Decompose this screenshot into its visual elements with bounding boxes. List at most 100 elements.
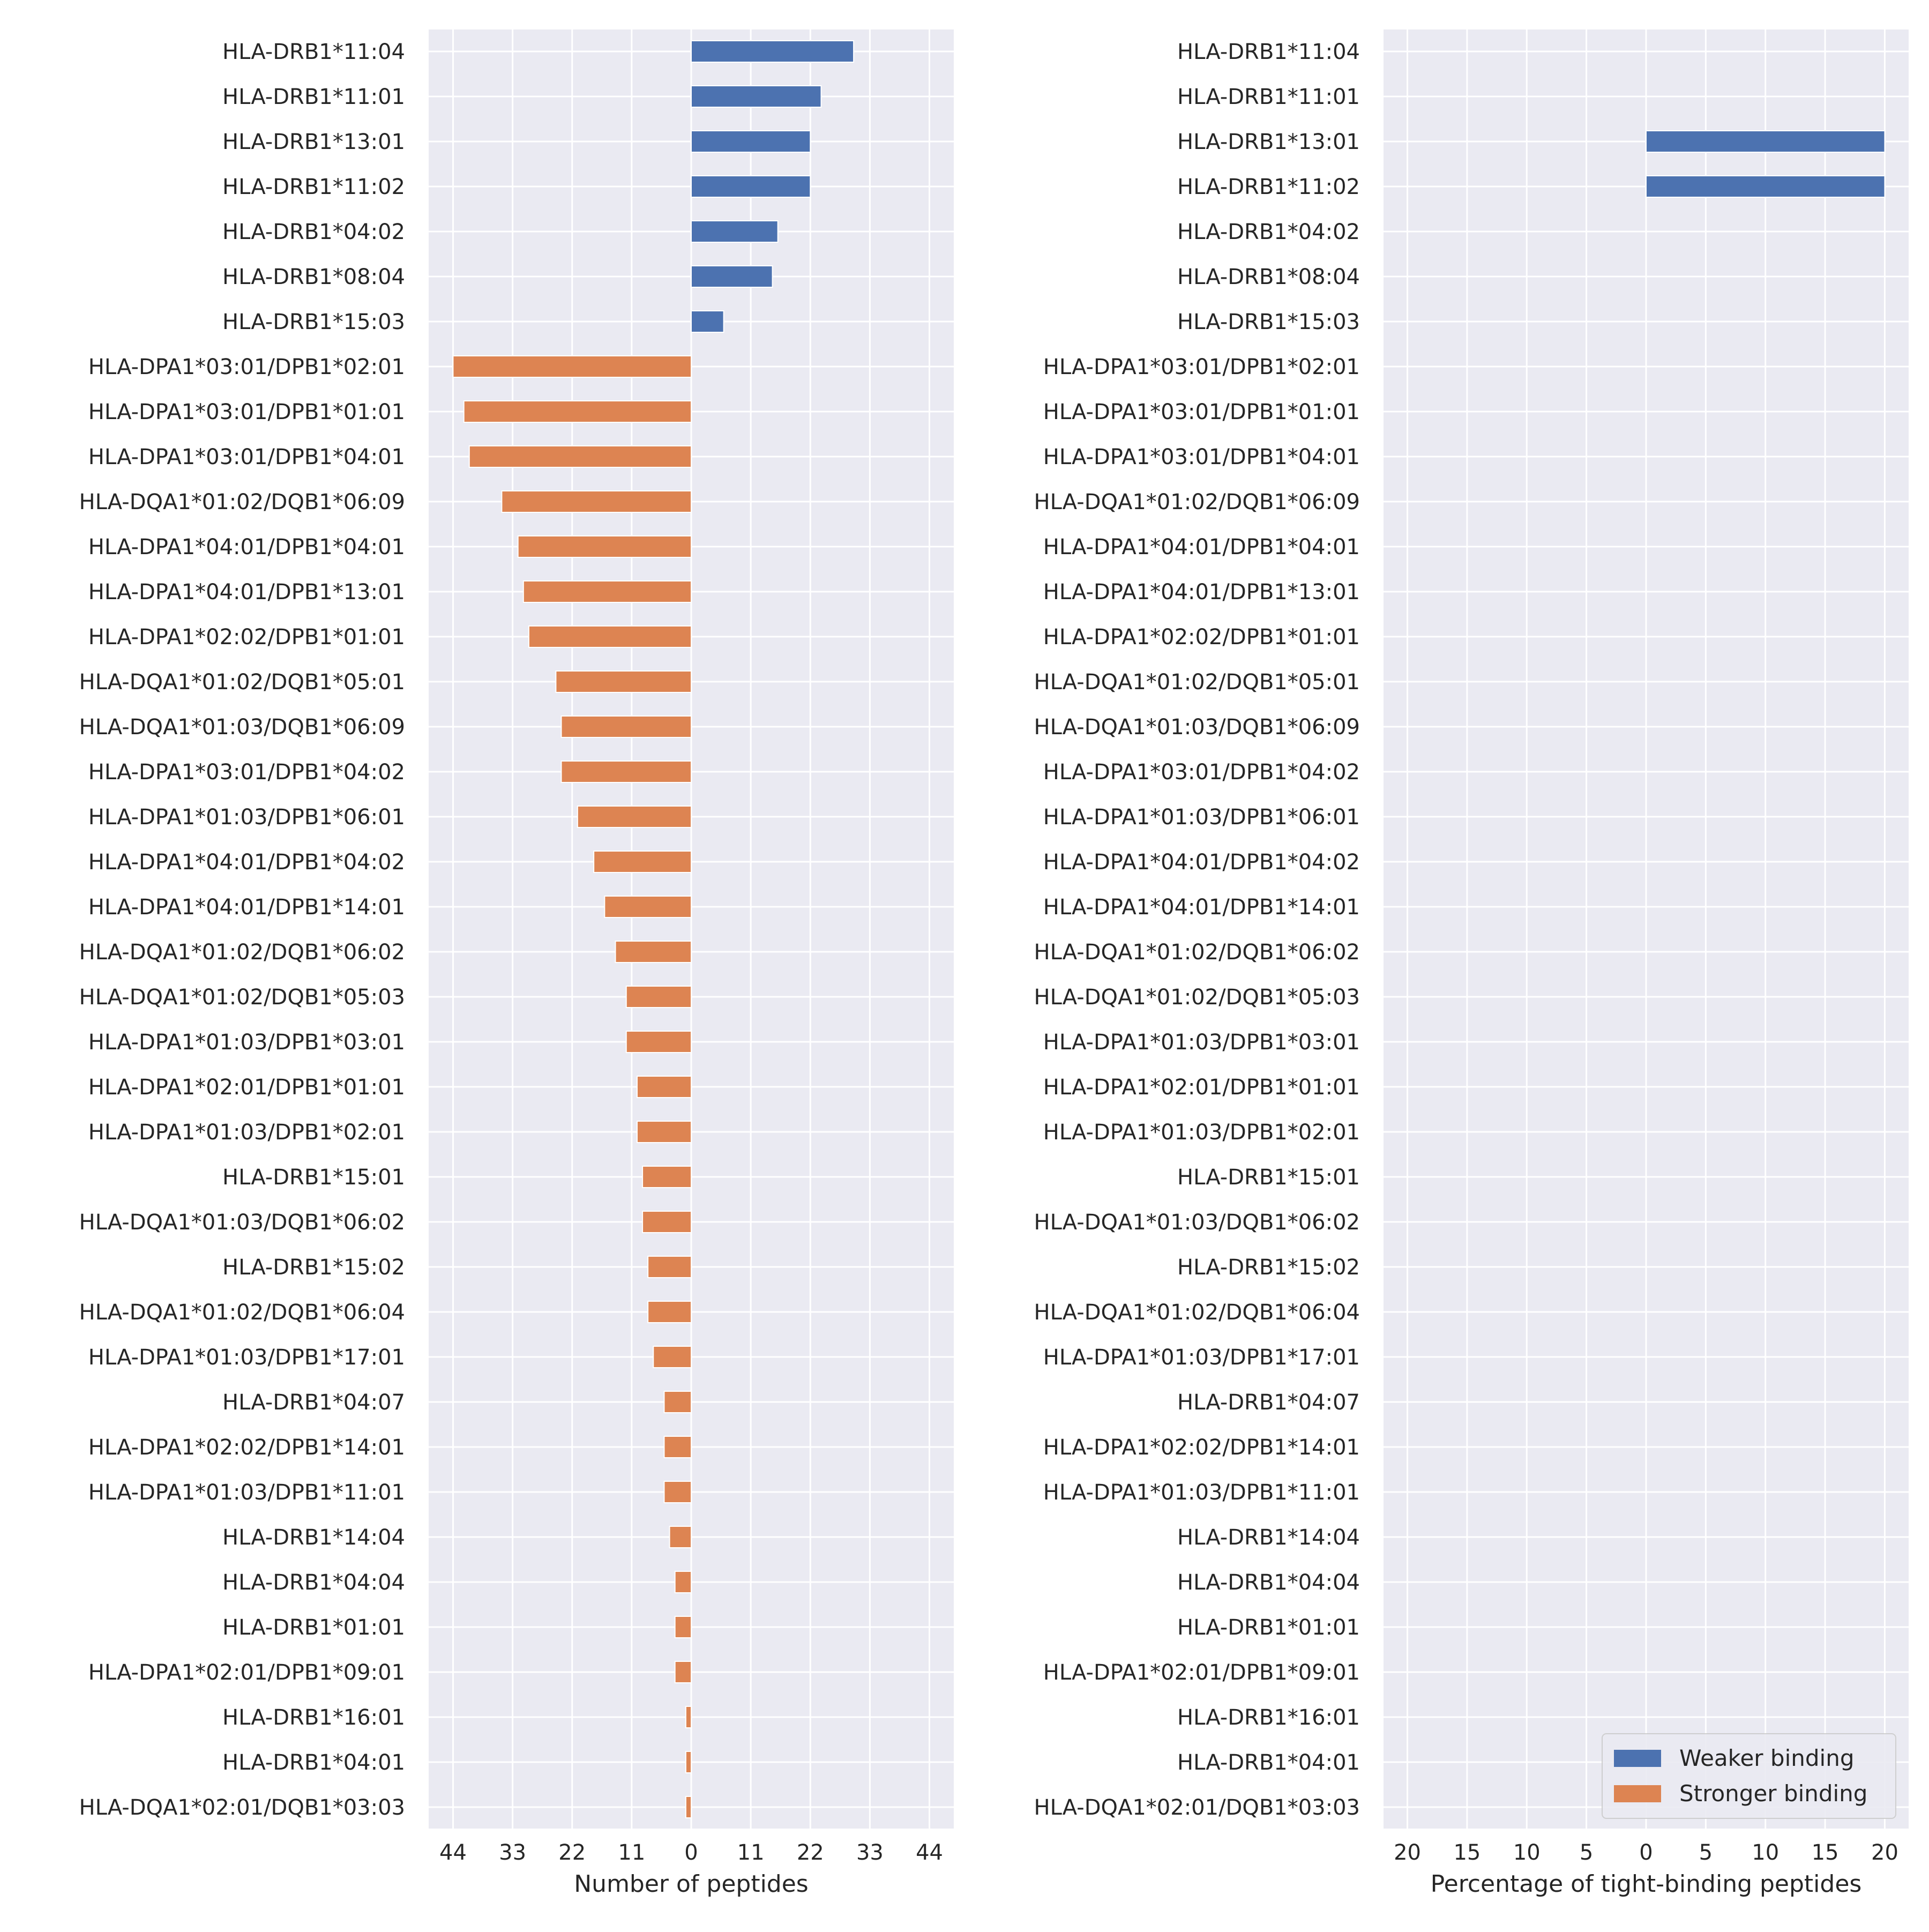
left-bar-stronger	[604, 896, 692, 918]
right-y-tick-label: HLA-DPA1*03:01/DPB1*01:01	[1043, 400, 1360, 424]
right-y-tick-label: HLA-DRB1*13:01	[1177, 130, 1360, 154]
left-y-tick-label: HLA-DPA1*01:03/DPB1*17:01	[88, 1345, 405, 1370]
left-bar-stronger	[560, 715, 692, 738]
left-y-tick-label: HLA-DPA1*01:03/DPB1*11:01	[88, 1480, 405, 1505]
left-y-tick-label: HLA-DRB1*11:02	[222, 175, 405, 199]
left-y-tick-label: HLA-DPA1*04:01/DPB1*14:01	[88, 895, 405, 920]
left-y-tick-label: HLA-DRB1*16:01	[222, 1705, 405, 1730]
legend-frame	[1602, 1733, 1896, 1819]
left-bar-weaker	[691, 220, 779, 243]
left-bar-stronger	[625, 1031, 692, 1053]
left-y-tick-label: HLA-DQA1*01:03/DQB1*06:02	[79, 1210, 406, 1235]
left-bar-stronger	[463, 400, 692, 423]
left-x-tick-label: 33	[856, 1840, 884, 1865]
right-y-tick-label: HLA-DRB1*15:03	[1177, 310, 1360, 334]
left-x-tick-label: 44	[439, 1840, 467, 1865]
left-y-tick-label: HLA-DQA1*01:02/DQB1*06:02	[79, 940, 406, 965]
right-y-tick-label: HLA-DRB1*14:04	[1177, 1525, 1360, 1550]
left-y-tick-label: HLA-DPA1*02:01/DPB1*01:01	[88, 1075, 405, 1100]
right-x-tick-label: 15	[1453, 1840, 1481, 1865]
left-bar-stronger	[522, 580, 692, 603]
right-y-tick-label: HLA-DPA1*02:02/DPB1*01:01	[1043, 625, 1360, 650]
left-y-tick-label: HLA-DQA1*01:02/DQB1*05:01	[79, 670, 406, 695]
left-y-tick-label: HLA-DQA1*01:02/DQB1*05:03	[79, 985, 406, 1010]
left-y-tick-label: HLA-DRB1*15:03	[222, 310, 405, 334]
left-bar-stronger	[517, 535, 692, 558]
left-bar-stronger	[555, 670, 692, 693]
left-bar-stronger	[653, 1346, 692, 1368]
right-y-tick-label: HLA-DPA1*03:01/DPB1*04:02	[1043, 760, 1360, 785]
right-y-tick-label: HLA-DRB1*04:07	[1177, 1390, 1360, 1415]
left-bar-stronger	[501, 490, 692, 513]
left-x-tick-label: 0	[684, 1840, 698, 1865]
left-bar-stronger	[674, 1571, 692, 1593]
right-y-tick-label: HLA-DRB1*11:04	[1177, 40, 1360, 64]
right-y-tick-label: HLA-DPA1*01:03/DPB1*11:01	[1043, 1480, 1360, 1505]
right-bar-weaker	[1646, 130, 1886, 153]
right-x-tick-label: 0	[1639, 1840, 1653, 1865]
left-bar-stronger	[647, 1301, 692, 1323]
left-y-tick-label: HLA-DPA1*04:01/DPB1*13:01	[88, 580, 405, 605]
left-y-tick-label: HLA-DQA1*02:01/DQB1*03:03	[79, 1795, 406, 1820]
right-x-tick-label: 5	[1699, 1840, 1713, 1865]
left-bar-stronger	[577, 805, 692, 828]
left-bar-stronger	[669, 1526, 692, 1548]
left-y-tick-label: HLA-DPA1*04:01/DPB1*04:02	[88, 850, 405, 875]
left-y-tick-label: HLA-DPA1*03:01/DPB1*04:02	[88, 760, 405, 785]
legend-swatch-weaker	[1614, 1750, 1661, 1767]
left-x-tick-label: 33	[499, 1840, 526, 1865]
left-y-tick-label: HLA-DPA1*03:01/DPB1*04:01	[88, 445, 405, 469]
left-bar-stronger	[674, 1661, 692, 1683]
left-bar-stronger	[593, 851, 692, 873]
left-bar-stronger	[625, 986, 692, 1008]
left-y-tick-label: HLA-DRB1*08:04	[222, 265, 405, 289]
right-y-tick-label: HLA-DQA1*01:02/DQB1*05:01	[1034, 670, 1360, 695]
left-bar-stronger	[685, 1706, 692, 1728]
left-y-tick-label: HLA-DRB1*15:01	[222, 1165, 405, 1190]
left-bar-stronger	[636, 1076, 692, 1098]
right-y-tick-label: HLA-DRB1*15:02	[1177, 1255, 1360, 1280]
right-y-tick-label: HLA-DPA1*04:01/DPB1*13:01	[1043, 580, 1360, 605]
left-y-tick-label: HLA-DRB1*15:02	[222, 1255, 405, 1280]
left-bar-stronger	[663, 1436, 692, 1458]
left-bar-weaker	[691, 265, 773, 288]
right-y-tick-label: HLA-DPA1*01:03/DPB1*17:01	[1043, 1345, 1360, 1370]
right-y-tick-label: HLA-DPA1*04:01/DPB1*04:02	[1043, 850, 1360, 875]
right-x-tick-label: 5	[1580, 1840, 1593, 1865]
left-y-tick-label: HLA-DPA1*02:02/DPB1*01:01	[88, 625, 405, 650]
left-y-tick-label: HLA-DQA1*01:02/DQB1*06:04	[79, 1300, 406, 1325]
legend-label-stronger: Stronger binding	[1679, 1780, 1867, 1807]
right-y-tick-label: HLA-DQA1*01:02/DQB1*06:04	[1034, 1300, 1360, 1325]
right-y-tick-label: HLA-DQA1*01:02/DQB1*05:03	[1034, 985, 1360, 1010]
legend: Weaker binding Stronger binding	[1602, 1733, 1896, 1819]
left-y-tick-label: HLA-DPA1*04:01/DPB1*04:01	[88, 535, 405, 560]
left-y-tick-label: HLA-DRB1*14:04	[222, 1525, 405, 1550]
right-y-tick-label: HLA-DRB1*01:01	[1177, 1615, 1360, 1640]
left-y-tick-label: HLA-DQA1*01:02/DQB1*06:09	[79, 490, 406, 514]
right-y-tick-label: HLA-DRB1*04:04	[1177, 1570, 1360, 1595]
left-y-tick-label: HLA-DRB1*04:01	[222, 1750, 405, 1775]
left-bar-stronger	[685, 1796, 692, 1818]
left-x-tick-label: 11	[618, 1840, 645, 1865]
right-y-tick-label: HLA-DQA1*02:01/DQB1*03:03	[1034, 1795, 1360, 1820]
left-x-tick-label: 11	[737, 1840, 765, 1865]
right-y-tick-label: HLA-DRB1*04:01	[1177, 1750, 1360, 1775]
left-x-axis-label: Number of peptides	[574, 1870, 808, 1898]
right-bar-weaker	[1646, 175, 1886, 198]
right-y-tick-label: HLA-DPA1*01:03/DPB1*06:01	[1043, 805, 1360, 830]
left-y-tick-label: HLA-DRB1*01:01	[222, 1615, 405, 1640]
left-y-tick-label: HLA-DPA1*02:02/DPB1*14:01	[88, 1435, 405, 1460]
right-y-tick-label: HLA-DRB1*11:01	[1177, 85, 1360, 109]
left-bar-stronger	[452, 355, 692, 378]
left-y-tick-label: HLA-DRB1*04:07	[222, 1390, 405, 1415]
left-bar-stronger	[615, 941, 692, 963]
left-bar-weaker	[691, 130, 811, 153]
left-bar-stronger	[642, 1166, 692, 1188]
right-x-axis-label: Percentage of tight-binding peptides	[1431, 1870, 1862, 1898]
left-bar-stronger	[560, 760, 692, 783]
left-bar-weaker	[691, 85, 822, 108]
left-bar-stronger	[647, 1256, 692, 1278]
left-bar-stronger	[468, 445, 692, 468]
left-bar-stronger	[636, 1121, 692, 1143]
left-bar-weaker	[691, 310, 724, 333]
